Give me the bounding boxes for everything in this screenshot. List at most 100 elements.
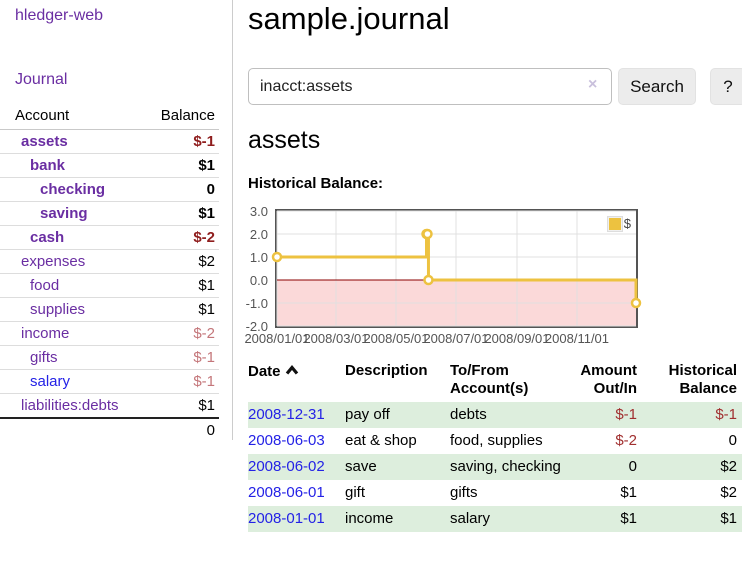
account-row: saving $1 bbox=[0, 201, 219, 226]
transaction-date-link[interactable]: 2008-01-01 bbox=[248, 510, 325, 527]
account-link-liabilities-debts[interactable]: liabilities:debts bbox=[21, 397, 119, 414]
legend-label: $ bbox=[623, 216, 631, 231]
register-header-account: To/From Account(s) bbox=[450, 362, 529, 397]
accounts-total-balance: 0 bbox=[146, 417, 219, 442]
x-axis-tick-label: 2008/09/01 bbox=[484, 331, 550, 346]
search-input[interactable] bbox=[248, 68, 612, 105]
account-link-saving[interactable]: saving bbox=[40, 205, 88, 222]
transaction-account: debts bbox=[450, 402, 565, 428]
transaction-account: gifts bbox=[450, 484, 478, 501]
y-axis-tick-label: 3.0 bbox=[249, 204, 268, 219]
account-balance: $-2 bbox=[146, 321, 219, 346]
transaction-balance: $1 bbox=[642, 506, 742, 532]
accounts-total-row: 0 bbox=[0, 417, 219, 442]
accounts-table: Account Balance assets $-1 bank $1 check… bbox=[0, 104, 219, 442]
clear-search-icon[interactable]: × bbox=[588, 76, 598, 93]
account-link-salary[interactable]: salary bbox=[30, 373, 71, 390]
transaction-account: saving, checking bbox=[450, 454, 565, 480]
account-balance: $1 bbox=[146, 273, 219, 298]
x-axis-tick-label: 2008/03/01 bbox=[303, 331, 369, 346]
register-header-row: Date Description To/From Account(s) Amou… bbox=[248, 358, 742, 402]
account-balance: $-1 bbox=[146, 369, 219, 394]
app-brand-link[interactable]: hledger-web bbox=[15, 7, 104, 24]
transaction-balance: $2 bbox=[642, 454, 742, 480]
account-row: assets $-1 bbox=[0, 129, 219, 154]
account-link-expenses[interactable]: expenses bbox=[21, 253, 86, 270]
account-balance: $2 bbox=[146, 249, 219, 274]
x-axis-tick-label: 2008/01/01 bbox=[244, 331, 310, 346]
transaction-description: gift bbox=[345, 484, 366, 501]
account-balance: $-2 bbox=[146, 225, 219, 250]
account-link-checking[interactable]: checking bbox=[40, 181, 106, 198]
help-button[interactable]: ? bbox=[710, 68, 742, 105]
account-link-bank[interactable]: bank bbox=[30, 157, 66, 174]
accounts-header-row: Account Balance bbox=[0, 104, 219, 130]
x-axis-tick-label: 2008/05/01 bbox=[363, 331, 429, 346]
register-row: 2008-01-01 income salary $1 $1 bbox=[248, 506, 742, 532]
accounts-header-account: Account bbox=[0, 104, 147, 130]
transaction-account: salary bbox=[450, 506, 565, 532]
account-heading: assets bbox=[248, 126, 321, 154]
transaction-amount: $-2 bbox=[615, 432, 637, 449]
transaction-amount: $1 bbox=[565, 506, 642, 532]
account-balance: $1 bbox=[146, 153, 219, 178]
x-axis-tick-label: 2008/07/01 bbox=[423, 331, 489, 346]
chart-plot-area: $ bbox=[271, 209, 642, 328]
account-balance: $1 bbox=[146, 201, 219, 226]
account-row: cash $-2 bbox=[0, 225, 219, 250]
account-link-supplies[interactable]: supplies bbox=[30, 301, 86, 318]
x-axis-tick-label: 2008/11/01 bbox=[544, 331, 610, 346]
chart-canvas bbox=[271, 210, 642, 327]
chart-y-axis-labels: 3.0 2.0 1.0 0.0 -1.0 -2.0 bbox=[246, 205, 271, 333]
transaction-amount: $-1 bbox=[565, 402, 642, 428]
account-row: salary $-1 bbox=[0, 369, 219, 394]
transaction-date-link[interactable]: 2008-12-31 bbox=[248, 406, 325, 423]
y-axis-tick-label: 2.0 bbox=[249, 227, 268, 242]
account-link-cash[interactable]: cash bbox=[30, 229, 65, 246]
transaction-description: save bbox=[345, 454, 450, 480]
account-balance: $-1 bbox=[146, 129, 219, 154]
transaction-balance: $-1 bbox=[642, 402, 742, 428]
transaction-amount: 0 bbox=[565, 454, 642, 480]
transaction-description: eat & shop bbox=[345, 432, 417, 449]
historical-balance-chart: 3.0 2.0 1.0 0.0 -1.0 -2.0 $ 2008/01/01 2008/03… bbox=[244, 205, 742, 349]
account-link-food[interactable]: food bbox=[30, 277, 60, 294]
register-row: 2008-06-03 eat & shop food, supplies $-2… bbox=[248, 428, 742, 454]
transaction-balance: 0 bbox=[728, 432, 737, 449]
transaction-balance: $2 bbox=[720, 484, 737, 501]
sidebar: hledger-web Journal Account Balance asse… bbox=[0, 0, 233, 442]
account-row: food $1 bbox=[0, 273, 219, 298]
transaction-amount: $1 bbox=[620, 484, 637, 501]
register-header-description: Description bbox=[345, 362, 428, 379]
register-header-balance: Historical Balance bbox=[668, 362, 737, 397]
account-row: liabilities:debts $1 bbox=[0, 393, 219, 419]
transaction-description: pay off bbox=[345, 402, 450, 428]
legend-swatch-icon bbox=[606, 215, 623, 232]
page-title: sample.journal bbox=[248, 1, 450, 36]
account-row: expenses $2 bbox=[0, 249, 219, 274]
chevron-up-icon bbox=[285, 362, 299, 380]
account-link-gifts[interactable]: gifts bbox=[30, 349, 58, 366]
account-link-income[interactable]: income bbox=[21, 325, 70, 342]
chart-x-axis-labels: 2008/01/01 2008/03/01 2008/05/01 2008/07/01… bbox=[244, 331, 742, 347]
transaction-date-link[interactable]: 2008-06-01 bbox=[248, 484, 325, 501]
transaction-date-link[interactable]: 2008-06-03 bbox=[248, 432, 325, 449]
y-axis-tick-label: 1.0 bbox=[249, 250, 268, 265]
historical-balance-label: Historical Balance: bbox=[248, 175, 384, 192]
register-table: Date Description To/From Account(s) Amou… bbox=[248, 358, 742, 532]
account-row: bank $1 bbox=[0, 153, 219, 178]
y-axis-tick-label: 0.0 bbox=[249, 273, 268, 288]
account-link-assets[interactable]: assets bbox=[21, 133, 68, 150]
account-balance: $1 bbox=[146, 393, 219, 419]
sidebar-item-journal[interactable]: Journal bbox=[15, 71, 68, 88]
transaction-date-link[interactable]: 2008-06-02 bbox=[248, 458, 325, 475]
y-axis-tick-label: -1.0 bbox=[245, 296, 268, 311]
account-row: checking 0 bbox=[0, 177, 219, 202]
register-row: 2008-06-02 save saving, checking 0 $2 bbox=[248, 454, 742, 480]
search-button[interactable]: Search bbox=[618, 68, 696, 105]
register-row: 2008-12-31 pay off debts $-1 $-1 bbox=[248, 402, 742, 428]
account-balance: $1 bbox=[146, 297, 219, 322]
account-balance: 0 bbox=[146, 177, 219, 202]
register-header-date[interactable]: Date bbox=[248, 358, 345, 402]
y-axis-tick-label: -2.0 bbox=[245, 319, 268, 334]
